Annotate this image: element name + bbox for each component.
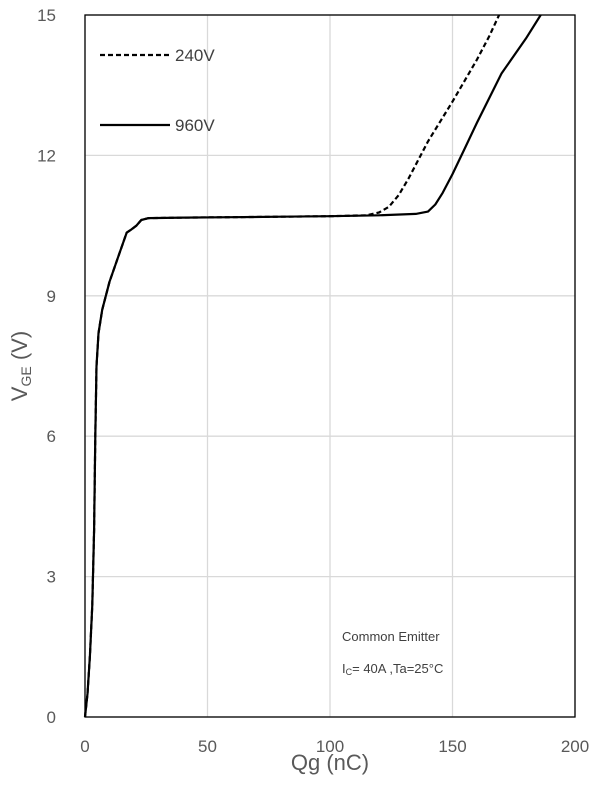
y-axis-label-main: V (7, 386, 32, 401)
series-layer (83, 14, 542, 718)
y-axis-label: VGE (V) (7, 331, 34, 401)
y-tick-label: 12 (37, 146, 56, 165)
plot-frame (84, 14, 576, 718)
annotation-current-symbol: I (342, 661, 346, 676)
y-tick-label: 3 (47, 568, 56, 587)
y-tick-label: 9 (47, 287, 56, 306)
series-line-960v (83, 14, 542, 718)
y-tick-labels: 0 3 6 9 12 15 (37, 6, 56, 727)
x-tick-label: 200 (561, 737, 589, 756)
x-tick-label: 50 (198, 737, 217, 756)
y-tick-label: 6 (47, 427, 56, 446)
annotation-condition-text: = 40A ,Ta=25°C (352, 661, 443, 676)
y-tick-label: 15 (37, 6, 56, 25)
annotation-line-2: IC= 40A ,Ta=25°C (342, 661, 443, 677)
y-axis-label-unit: (V) (7, 331, 32, 366)
annotation-line-1: Common Emitter (342, 629, 440, 644)
x-tick-labels: 0 50 100 150 200 (80, 737, 589, 756)
x-tick-label: 150 (438, 737, 466, 756)
series-line-240v (83, 14, 501, 718)
legend-label-240v: 240V (175, 46, 215, 65)
annotation-current-subscript: C (346, 667, 353, 677)
legend-label-960v: 960V (175, 116, 215, 135)
x-tick-label: 100 (316, 737, 344, 756)
grid-lines (84, 14, 576, 718)
y-axis-label-subscript: GE (18, 366, 34, 386)
x-tick-label: 0 (80, 737, 89, 756)
y-tick-label: 0 (47, 708, 56, 727)
x-axis-label: Qg (nC) (291, 750, 369, 775)
